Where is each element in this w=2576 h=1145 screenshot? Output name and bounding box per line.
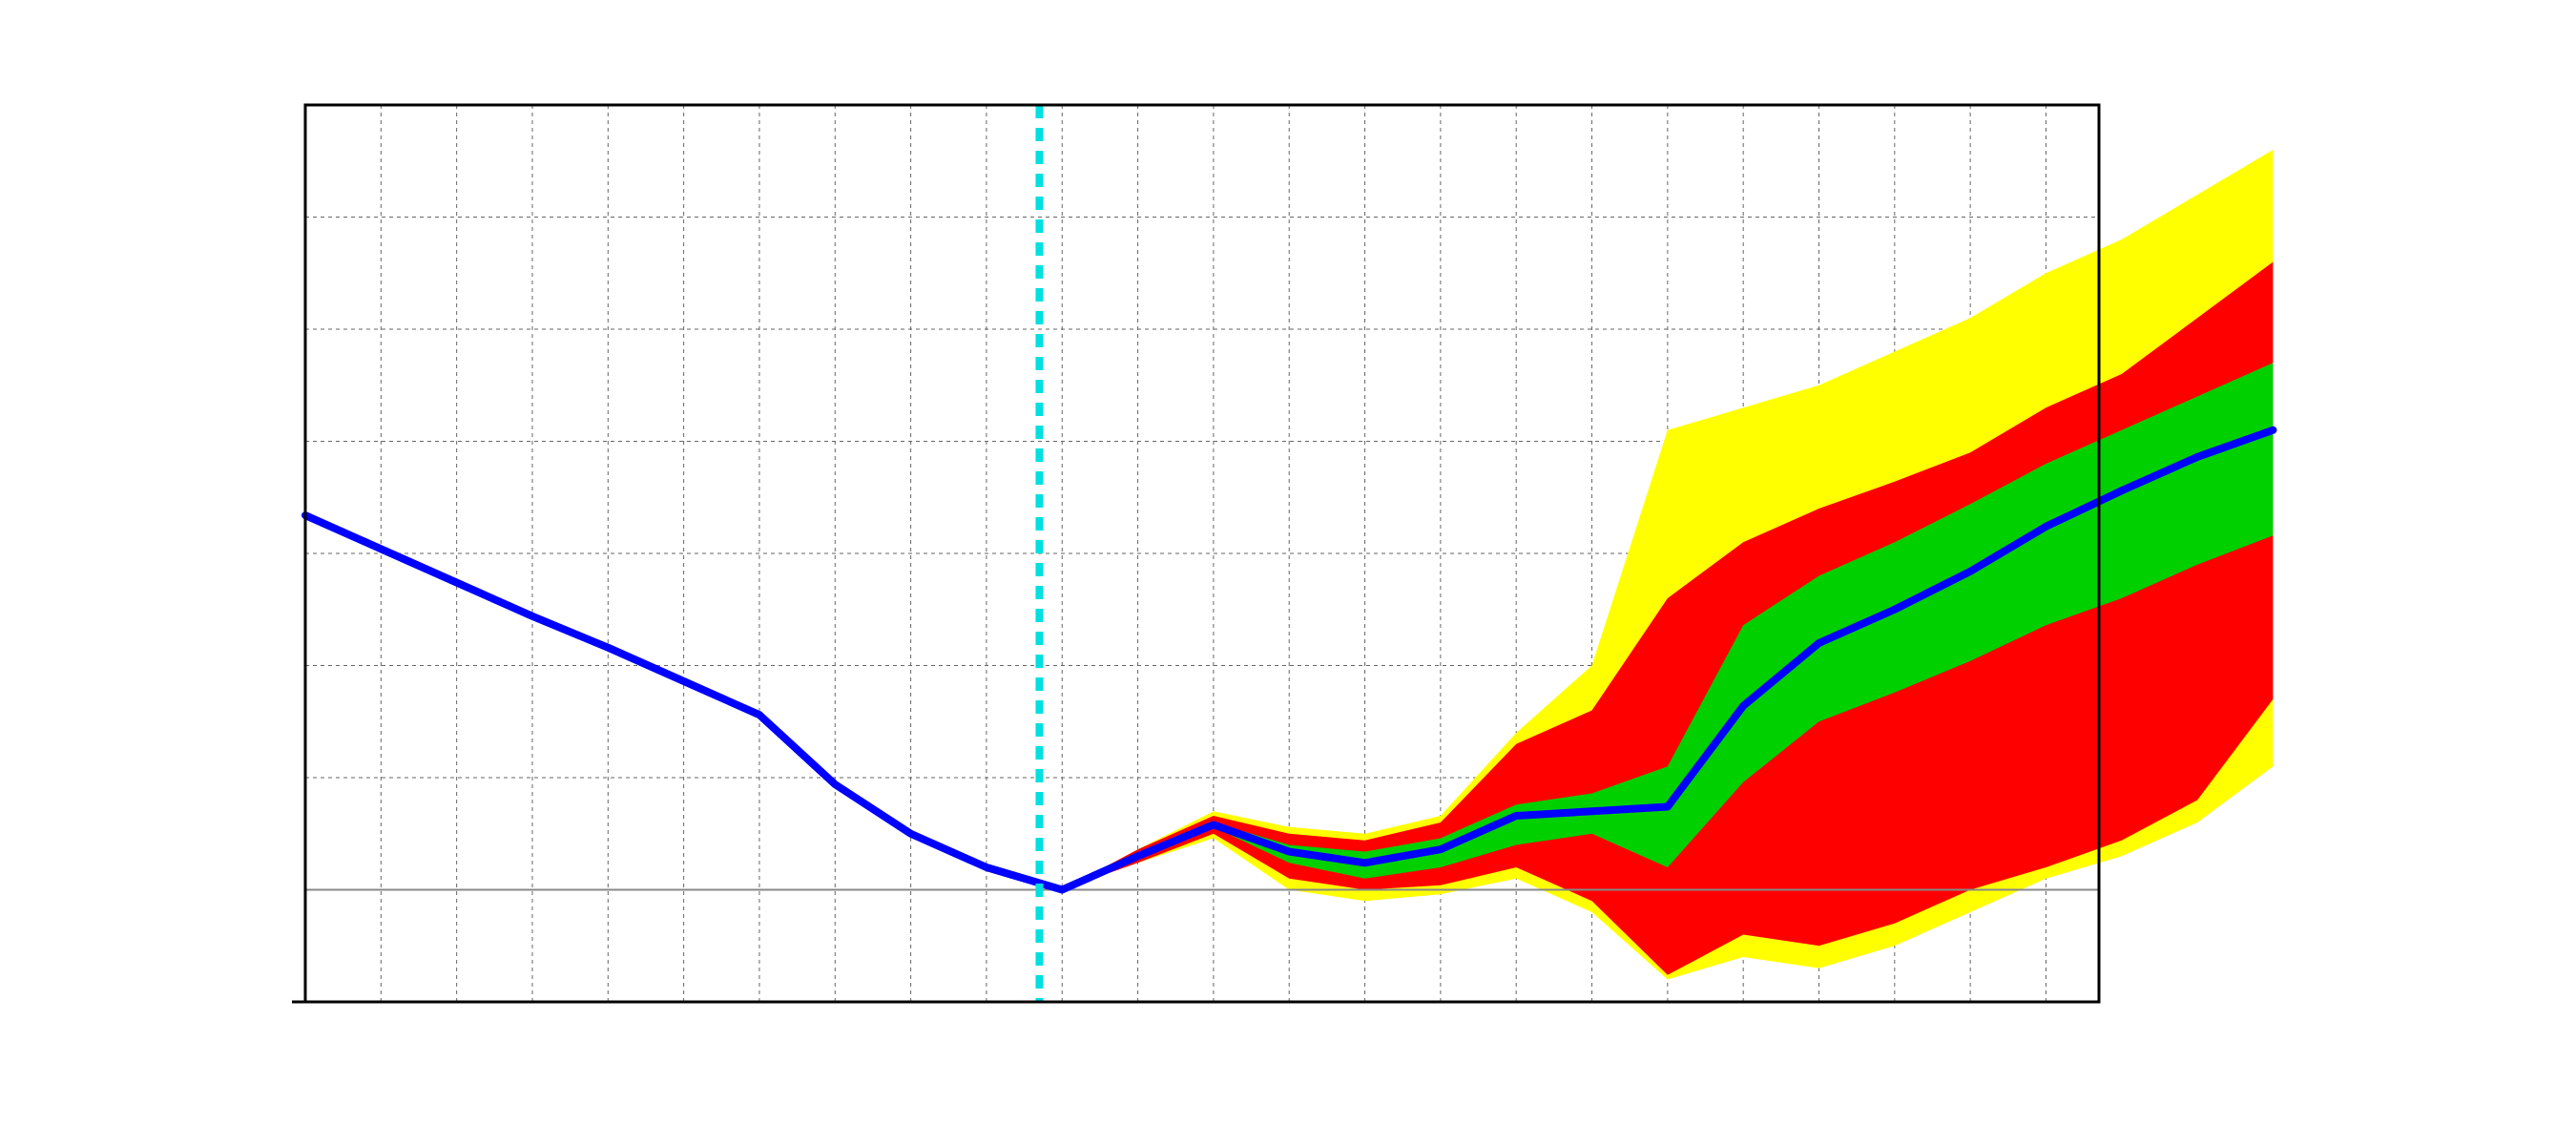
evaporation-chart: [0, 0, 2576, 1145]
chart-container: [0, 0, 2576, 1145]
